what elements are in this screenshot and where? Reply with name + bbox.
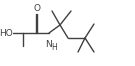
Text: HO: HO	[0, 29, 13, 37]
Text: O: O	[33, 4, 40, 13]
Text: N: N	[46, 40, 52, 49]
Text: H: H	[51, 43, 57, 52]
